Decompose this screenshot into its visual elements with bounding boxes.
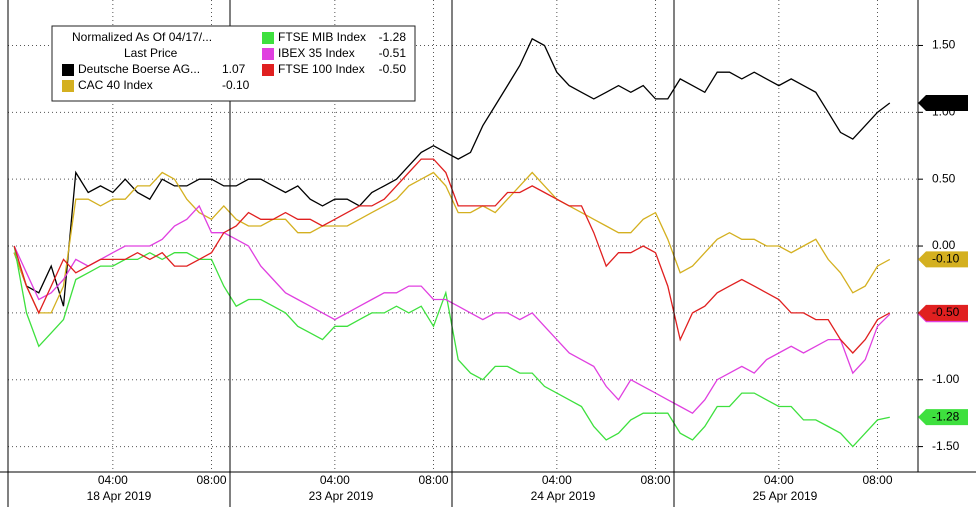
legend-value: -0.51 <box>379 46 407 60</box>
legend-swatch <box>262 64 274 76</box>
day-label: 24 Apr 2019 <box>531 489 596 503</box>
day-label: 18 Apr 2019 <box>87 489 152 503</box>
x-tick-label: 04:00 <box>764 473 794 487</box>
value-tag-label: -0.10 <box>932 252 960 266</box>
day-label: 23 Apr 2019 <box>309 489 374 503</box>
x-tick-label: 04:00 <box>542 473 572 487</box>
x-tick-label: 08:00 <box>418 473 448 487</box>
value-tag-label: 1.07 <box>932 95 956 109</box>
legend: Normalized As Of 04/17/... Last Price De… <box>51 25 416 102</box>
y-tick-label: 0.50 <box>932 171 956 185</box>
legend-box <box>51 25 416 102</box>
y-tick-label: 1.50 <box>932 38 956 52</box>
value-tag <box>918 304 968 321</box>
axis-labels: 1.501.000.500.00-0.50-1.00-1.5004:0008:0… <box>7 0 968 507</box>
legend-swatch <box>62 80 74 92</box>
grid <box>8 0 918 472</box>
legend-label: Deutsche Boerse AG... <box>78 62 200 76</box>
value-tag <box>918 94 968 111</box>
legend-value: -0.10 <box>222 78 250 92</box>
value-tag-label: -0.50 <box>932 305 960 319</box>
x-tick-label: 08:00 <box>196 473 226 487</box>
legend-value: -0.50 <box>379 62 407 76</box>
value-tag <box>918 251 968 268</box>
x-tick-label: 08:00 <box>862 473 892 487</box>
day-label: 25 Apr 2019 <box>753 489 818 503</box>
y-tick-label: -1.50 <box>932 439 960 453</box>
legend-label: FTSE MIB Index <box>278 30 366 44</box>
legend-value: 1.07 <box>222 62 246 76</box>
x-tick-label: 04:00 <box>98 473 128 487</box>
y-tick-label: 0.00 <box>932 238 956 252</box>
value-tag <box>918 409 968 426</box>
legend-subtitle: Last Price <box>124 46 178 60</box>
y-tick-label: -1.00 <box>932 372 960 386</box>
legend-value: -1.28 <box>379 30 407 44</box>
legend-swatch <box>62 64 74 76</box>
legend-label: FTSE 100 Index <box>278 62 365 76</box>
x-tick-label: 08:00 <box>640 473 670 487</box>
x-tick-label: 04:00 <box>320 473 350 487</box>
legend-title: Normalized As Of 04/17/... <box>72 30 212 44</box>
value-tag-label: -1.28 <box>932 409 960 423</box>
legend-swatch <box>262 32 274 44</box>
legend-label: CAC 40 Index <box>78 78 153 92</box>
legend-label: IBEX 35 Index <box>278 46 355 60</box>
legend-swatch <box>262 48 274 60</box>
